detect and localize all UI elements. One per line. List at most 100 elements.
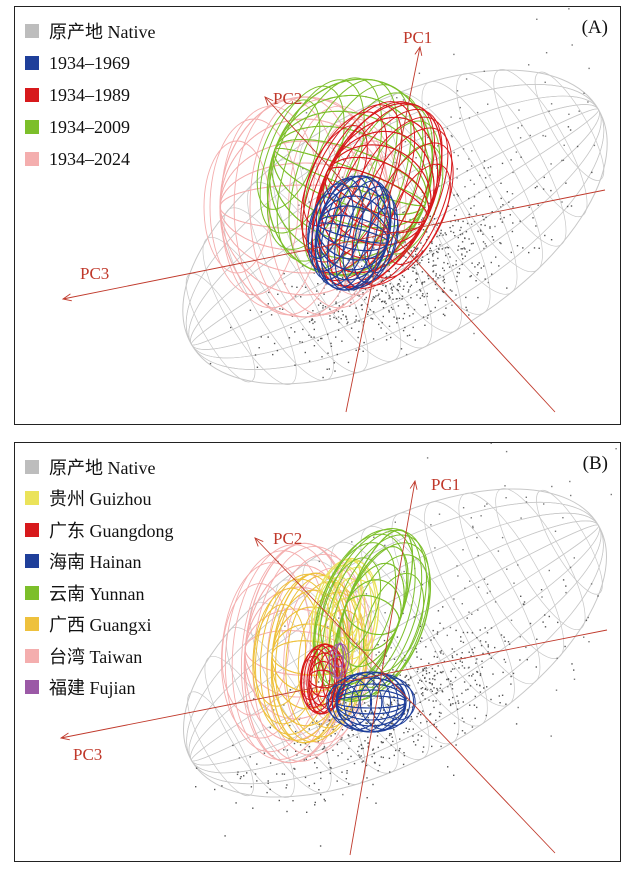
- native-point: [417, 260, 419, 262]
- native-point: [408, 289, 410, 291]
- native-point: [453, 722, 456, 725]
- native-point: [311, 319, 314, 321]
- native-point: [453, 598, 455, 600]
- native-point: [317, 283, 319, 285]
- native-point: [420, 714, 422, 716]
- pc3-axis-arrowhead: [61, 293, 72, 302]
- native-point: [389, 251, 391, 253]
- native-point: [440, 671, 442, 674]
- native-point: [356, 704, 358, 706]
- native-point: [373, 268, 375, 270]
- native-point: [447, 205, 450, 207]
- ellipsoid-1934-1989-ring: [311, 101, 426, 282]
- native-point: [356, 736, 358, 738]
- ellipsoid-1934-1969-ring: [310, 178, 364, 281]
- native-point: [286, 749, 289, 751]
- native-point: [360, 755, 362, 757]
- native-point: [328, 368, 330, 370]
- native-point: [403, 255, 405, 257]
- native-point: [342, 303, 344, 305]
- native-point: [486, 503, 488, 505]
- native-point: [436, 672, 439, 675]
- native-point: [381, 227, 383, 229]
- legend-item-1934-1969: 1934–1969: [25, 47, 155, 79]
- native-point: [469, 275, 471, 278]
- native-point: [355, 315, 357, 317]
- native-point: [422, 217, 424, 219]
- native-point: [537, 204, 539, 206]
- native-point: [370, 154, 372, 156]
- native-point: [396, 288, 398, 291]
- native-point: [296, 754, 298, 756]
- native-point: [565, 591, 567, 594]
- native-point: [335, 302, 337, 305]
- native-point: [460, 657, 462, 659]
- native-point: [330, 342, 332, 345]
- native-point: [267, 336, 269, 338]
- pc3-axis: [62, 189, 606, 300]
- native-point: [506, 191, 508, 193]
- native-point: [395, 716, 397, 719]
- native-point: [322, 307, 324, 309]
- native-point: [422, 229, 425, 231]
- native-point: [442, 276, 445, 278]
- native-point: [397, 289, 399, 292]
- native-ellipsoid-ring: [391, 512, 515, 707]
- native-point: [335, 301, 337, 303]
- native-point: [512, 171, 514, 174]
- legend-item-guizhou: 贵州 Guizhou: [25, 483, 174, 515]
- native-point: [454, 220, 457, 222]
- native-point: [239, 777, 242, 780]
- native-point: [459, 229, 461, 231]
- native-point: [446, 678, 448, 681]
- native-point: [405, 698, 408, 700]
- legend-swatch: [25, 459, 39, 474]
- native-point: [372, 682, 374, 684]
- native-point: [329, 766, 331, 769]
- native-point: [468, 314, 470, 316]
- native-point: [436, 235, 438, 238]
- native-point: [384, 300, 386, 302]
- native-point: [307, 750, 309, 752]
- native-point: [377, 644, 379, 646]
- native-point: [440, 745, 442, 748]
- native-point: [332, 728, 334, 731]
- native-point: [347, 758, 349, 761]
- native-point: [388, 734, 391, 737]
- native-point: [398, 278, 401, 281]
- native-point: [294, 295, 297, 297]
- native-point: [407, 709, 409, 711]
- native-point: [451, 656, 454, 659]
- native-point: [276, 773, 278, 775]
- native-point: [388, 311, 390, 313]
- native-point: [457, 236, 459, 239]
- native-ellipsoid-ring: [495, 488, 586, 631]
- native-point: [289, 724, 291, 727]
- native-point: [412, 735, 414, 737]
- native-point: [267, 303, 269, 305]
- native-point: [278, 799, 280, 802]
- native-point: [382, 756, 384, 759]
- native-point: [479, 229, 482, 231]
- native-point: [473, 647, 476, 649]
- native-point: [337, 329, 340, 331]
- native-point: [460, 226, 462, 229]
- ellipsoid-1934-1989-ring: [386, 163, 451, 266]
- native-point: [511, 230, 514, 233]
- native-point: [420, 693, 423, 695]
- native-point: [360, 209, 362, 211]
- native-point: [405, 256, 407, 259]
- native-point: [365, 278, 367, 281]
- native-point: [411, 266, 413, 269]
- native-point: [484, 224, 486, 227]
- native-point: [290, 327, 292, 329]
- native-point: [347, 321, 349, 323]
- native-point: [415, 651, 418, 653]
- ellipsoid-guangdong-meridian: [308, 652, 338, 706]
- native-point: [432, 278, 434, 280]
- native-point: [438, 185, 440, 187]
- native-point: [420, 242, 422, 244]
- native-point: [468, 117, 471, 119]
- native-point: [415, 273, 418, 275]
- native-point: [389, 733, 391, 735]
